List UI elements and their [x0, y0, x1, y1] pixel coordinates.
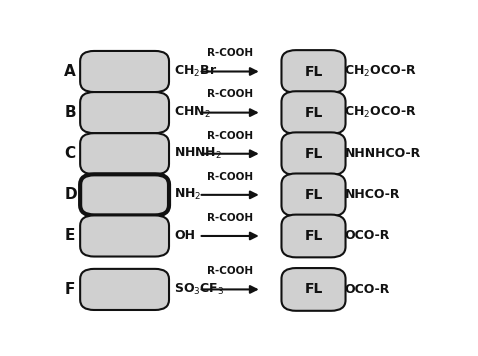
FancyBboxPatch shape	[80, 92, 169, 133]
Text: NHCO-R: NHCO-R	[345, 188, 400, 201]
Text: FL: FL	[304, 106, 323, 120]
Text: OH: OH	[174, 230, 195, 242]
Text: CH$_2$OCO-R: CH$_2$OCO-R	[345, 105, 417, 120]
Text: FL: FL	[304, 147, 323, 161]
Text: F: F	[64, 282, 75, 297]
FancyBboxPatch shape	[80, 269, 169, 310]
Text: OCO-R: OCO-R	[345, 283, 390, 296]
Text: FL: FL	[304, 188, 323, 202]
FancyBboxPatch shape	[80, 174, 169, 215]
FancyBboxPatch shape	[80, 51, 169, 92]
FancyBboxPatch shape	[282, 268, 346, 311]
Text: NHNHCO-R: NHNHCO-R	[345, 147, 421, 160]
Text: CHN$_2$: CHN$_2$	[174, 105, 211, 120]
Text: E: E	[64, 229, 75, 244]
FancyBboxPatch shape	[282, 215, 346, 257]
Text: R-COOH: R-COOH	[207, 89, 253, 99]
FancyBboxPatch shape	[80, 215, 169, 257]
FancyBboxPatch shape	[282, 173, 346, 216]
Text: R-COOH: R-COOH	[207, 48, 253, 58]
FancyBboxPatch shape	[80, 133, 169, 174]
Text: B: B	[64, 105, 76, 120]
FancyBboxPatch shape	[282, 50, 346, 93]
Text: D: D	[64, 187, 77, 202]
Text: FL: FL	[304, 64, 323, 79]
Text: SO$_3$CF$_3$: SO$_3$CF$_3$	[174, 282, 224, 297]
Text: C: C	[64, 146, 76, 161]
Text: CH$_2$OCO-R: CH$_2$OCO-R	[345, 64, 417, 79]
FancyBboxPatch shape	[282, 91, 346, 134]
Text: R-COOH: R-COOH	[207, 131, 253, 141]
Text: R-COOH: R-COOH	[207, 213, 253, 223]
Text: NHNH$_2$: NHNH$_2$	[174, 146, 222, 161]
Text: A: A	[64, 64, 76, 79]
Text: NH$_2$: NH$_2$	[174, 187, 201, 203]
Text: CH$_2$Br: CH$_2$Br	[174, 64, 217, 79]
Text: FL: FL	[304, 229, 323, 243]
Text: R-COOH: R-COOH	[207, 266, 253, 276]
Text: FL: FL	[304, 282, 323, 297]
Text: R-COOH: R-COOH	[207, 172, 253, 182]
FancyBboxPatch shape	[282, 132, 346, 175]
Text: OCO-R: OCO-R	[345, 230, 390, 242]
